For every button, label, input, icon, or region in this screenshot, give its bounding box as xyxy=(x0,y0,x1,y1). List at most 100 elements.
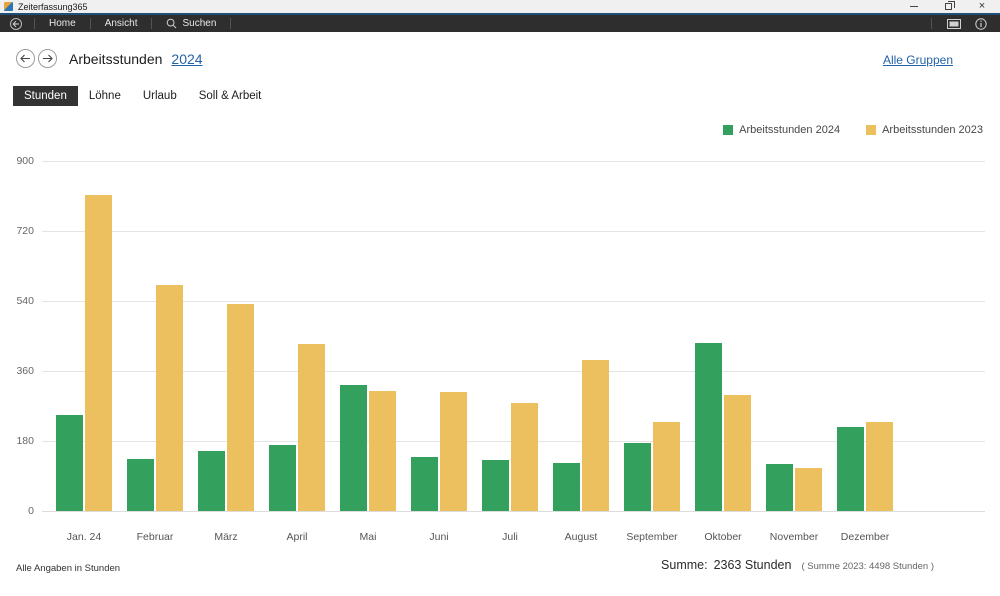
bar-chart: 0 180 360 540 720 900 xyxy=(0,155,1000,517)
gridline xyxy=(42,301,985,302)
menu-item-label: Home xyxy=(49,18,76,29)
bar[interactable] xyxy=(582,360,609,511)
search-icon xyxy=(167,18,177,29)
legend-label: Arbeitsstunden 2024 xyxy=(739,124,841,136)
bar[interactable] xyxy=(411,457,438,511)
close-button[interactable]: × xyxy=(976,1,988,12)
chart-note: Alle Angaben in Stunden xyxy=(16,563,121,574)
tab-stunden[interactable]: Stunden xyxy=(13,86,78,106)
chart-legend: Arbeitsstunden 2024 Arbeitsstunden 2023 xyxy=(723,124,983,136)
legend-label: Arbeitsstunden 2023 xyxy=(882,124,983,136)
tab-urlaub[interactable]: Urlaub xyxy=(142,90,177,102)
bar[interactable] xyxy=(156,285,183,511)
minimize-icon xyxy=(910,6,918,7)
x-axis-label: Februar xyxy=(136,531,174,543)
legend-item: Arbeitsstunden 2023 xyxy=(866,124,983,136)
bar[interactable] xyxy=(724,395,751,511)
menu-separator xyxy=(931,18,932,29)
bar[interactable] xyxy=(85,195,112,511)
sum-prev-year: ( Summe 2023: 4498 Stunden ) xyxy=(801,561,934,572)
sum-value: 2363 Stunden xyxy=(713,558,792,572)
minimize-button[interactable] xyxy=(908,1,920,12)
window-view-icon xyxy=(947,18,961,29)
window-view-button[interactable] xyxy=(940,15,968,32)
x-axis-label: September xyxy=(626,531,678,543)
bar[interactable] xyxy=(482,460,509,511)
bar-group xyxy=(198,161,254,511)
header: Arbeitsstunden 2024 xyxy=(16,49,203,68)
bar[interactable] xyxy=(298,344,325,511)
legend-swatch-icon xyxy=(723,125,734,135)
bar[interactable] xyxy=(56,415,83,511)
gridline xyxy=(42,161,985,162)
bar-group xyxy=(624,161,680,511)
menu-item-home[interactable]: Home xyxy=(43,15,82,32)
bar[interactable] xyxy=(795,468,822,511)
menu-item-suchen[interactable]: Suchen xyxy=(160,15,222,32)
arrow-right-icon xyxy=(43,54,53,63)
restore-button[interactable] xyxy=(942,1,955,12)
nav-forward-button[interactable] xyxy=(38,49,57,68)
menubar-left: Home Ansicht Suchen xyxy=(6,15,239,32)
gridline xyxy=(42,371,985,372)
restore-icon xyxy=(944,1,955,10)
bar[interactable] xyxy=(198,451,225,511)
x-axis: Jan. 24 Februar März April Mai Juni Juli August… xyxy=(56,531,893,543)
x-axis-label: März xyxy=(214,531,238,543)
x-axis-label: April xyxy=(286,531,308,543)
bar[interactable] xyxy=(695,343,722,511)
back-button[interactable] xyxy=(10,17,22,30)
nav-back-button[interactable] xyxy=(16,49,35,68)
bar[interactable] xyxy=(866,422,893,511)
tab-soll-arbeit[interactable]: Soll & Arbeit xyxy=(198,90,262,102)
bar-group xyxy=(56,161,112,511)
accent-divider xyxy=(0,13,1000,15)
bars-row xyxy=(56,161,893,511)
arrow-left-icon xyxy=(20,54,30,63)
bar[interactable] xyxy=(440,392,467,511)
arrow-left-icon xyxy=(12,20,19,27)
menu-separator xyxy=(89,18,91,29)
y-tick-label: 360 xyxy=(16,365,34,377)
bar[interactable] xyxy=(511,403,538,511)
menu-separator xyxy=(151,18,153,29)
titlebar: Zeiterfassung365 × xyxy=(0,0,1000,13)
bar-group xyxy=(127,161,183,511)
bar-group xyxy=(837,161,893,511)
x-axis-label: Oktober xyxy=(704,531,742,543)
sum-label: Summe: xyxy=(661,558,708,572)
info-button[interactable] xyxy=(968,15,994,32)
x-axis-label: August xyxy=(564,531,598,543)
sum-display: Summe: 2363 Stunden ( Summe 2023: 4498 S… xyxy=(661,558,934,572)
y-axis: 0 180 360 540 720 900 xyxy=(0,155,34,517)
bar[interactable] xyxy=(837,427,864,511)
bar-group xyxy=(482,161,538,511)
year-link[interactable]: 2024 xyxy=(171,50,203,67)
bar[interactable] xyxy=(369,391,396,511)
bar-group xyxy=(695,161,751,511)
bar[interactable] xyxy=(340,385,367,511)
plot-area xyxy=(42,161,985,512)
bar[interactable] xyxy=(227,304,254,511)
x-axis-label: Mai xyxy=(359,531,377,543)
bar[interactable] xyxy=(269,445,296,511)
menu-separator xyxy=(34,18,35,29)
bar[interactable] xyxy=(624,443,651,511)
bar[interactable] xyxy=(127,459,154,511)
window-title: Zeiterfassung365 xyxy=(18,1,88,12)
bar[interactable] xyxy=(653,422,680,511)
bar-group xyxy=(411,161,467,511)
close-icon: × xyxy=(978,0,986,12)
menu-item-ansicht[interactable]: Ansicht xyxy=(99,15,144,32)
y-tick-label: 720 xyxy=(16,225,34,237)
all-groups-link[interactable]: Alle Gruppen xyxy=(882,53,953,67)
menubar-right xyxy=(923,15,994,32)
tab-loehne[interactable]: Löhne xyxy=(88,90,121,102)
menu-item-label: Suchen xyxy=(182,18,217,29)
bar[interactable] xyxy=(553,463,580,511)
x-axis-label: Dezember xyxy=(840,531,890,543)
x-axis-label: Juni xyxy=(429,531,449,543)
y-tick-label: 900 xyxy=(16,155,34,167)
bar[interactable] xyxy=(766,464,793,511)
menubar: Home Ansicht Suchen xyxy=(0,15,1000,32)
